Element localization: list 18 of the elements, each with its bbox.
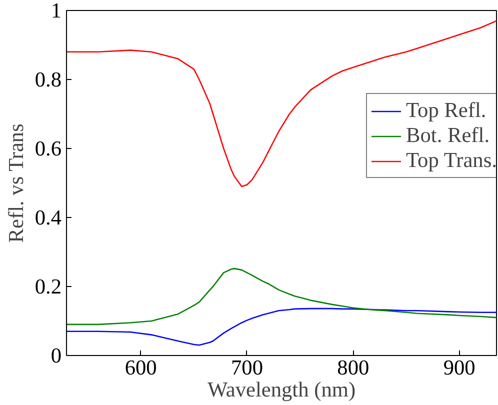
legend-label: Top Refl.: [406, 98, 486, 123]
y-tick-label: 0: [50, 344, 62, 368]
line-series: [66, 308, 496, 346]
y-tick-label: 1: [50, 0, 62, 22]
x-tick-label: 800: [337, 356, 370, 380]
legend-label: Bot. Refl.: [406, 123, 490, 148]
x-tick-label: 600: [124, 356, 157, 380]
y-axis-title: Refl. vs Trans: [4, 124, 28, 243]
y-tick-label: 0.8: [34, 68, 62, 92]
x-tick-label: 900: [443, 356, 476, 380]
y-tick-label: 0.6: [34, 136, 62, 160]
y-tick-label: 0.2: [34, 274, 62, 298]
line-series: [66, 20, 496, 188]
legend-label: Top Trans.: [406, 148, 497, 173]
y-tick-label: 0.4: [34, 206, 62, 230]
line-series: [66, 268, 496, 326]
x-axis-title: Wavelength (nm): [207, 378, 356, 402]
x-tick-label: 700: [231, 356, 263, 380]
